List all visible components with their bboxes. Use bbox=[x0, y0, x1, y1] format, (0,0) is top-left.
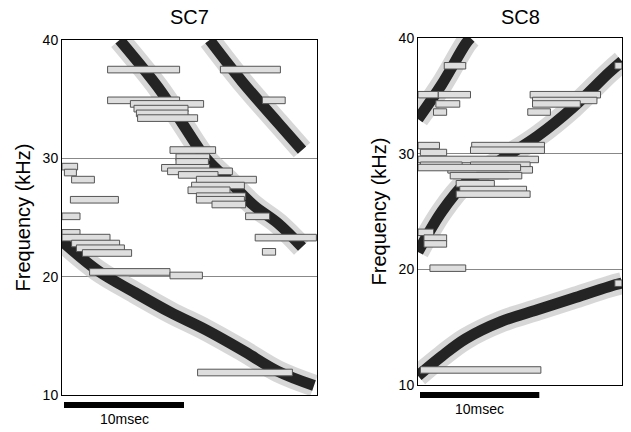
svg-text:10msec: 10msec bbox=[455, 401, 504, 417]
svg-text:10msec: 10msec bbox=[100, 411, 149, 427]
svg-text:Frequency (kHz): Frequency (kHz) bbox=[368, 138, 390, 286]
svg-text:30: 30 bbox=[43, 150, 59, 166]
svg-text:SC7: SC7 bbox=[170, 6, 209, 28]
svg-text:Frequency (kHz): Frequency (kHz) bbox=[12, 144, 34, 292]
svg-text:40: 40 bbox=[399, 30, 415, 46]
svg-text:10: 10 bbox=[43, 387, 59, 403]
svg-text:10: 10 bbox=[399, 377, 415, 393]
svg-text:20: 20 bbox=[399, 261, 415, 277]
svg-text:30: 30 bbox=[399, 146, 415, 162]
svg-text:SC8: SC8 bbox=[501, 6, 540, 28]
svg-text:40: 40 bbox=[43, 32, 59, 48]
svg-text:20: 20 bbox=[43, 269, 59, 285]
